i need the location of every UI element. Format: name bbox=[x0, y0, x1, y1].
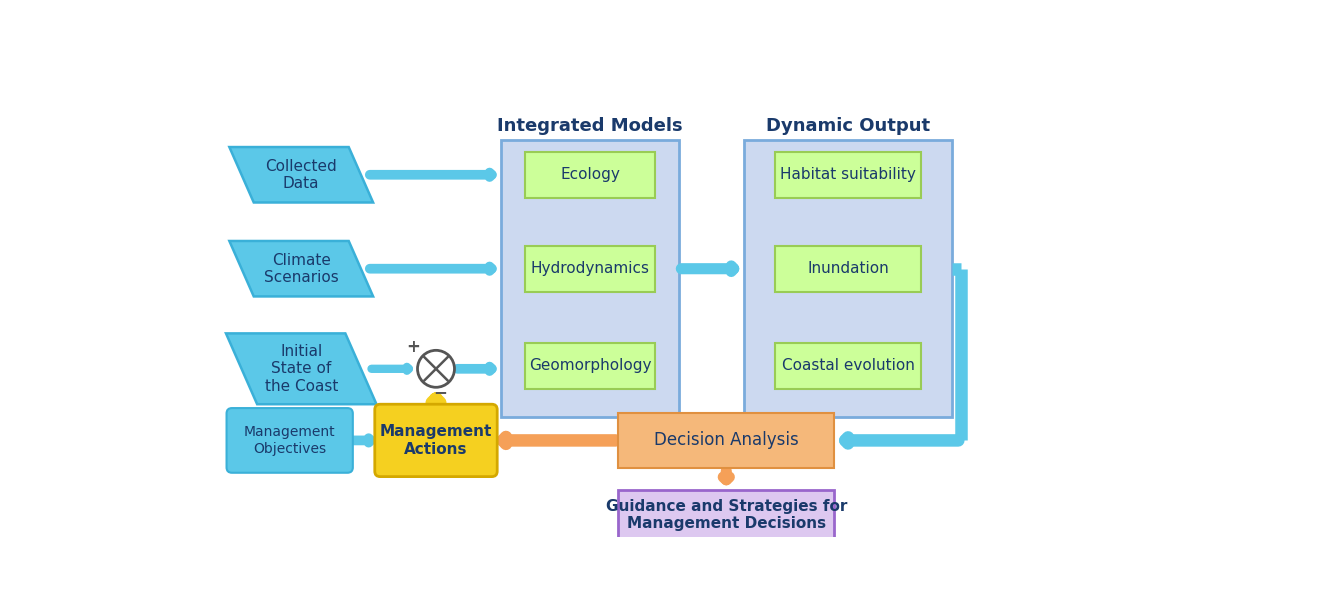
Polygon shape bbox=[230, 147, 373, 203]
Text: Dynamic Output: Dynamic Output bbox=[766, 117, 930, 134]
Text: Integrated Models: Integrated Models bbox=[497, 117, 683, 134]
Text: Management
Actions: Management Actions bbox=[379, 425, 492, 456]
Text: Guidance and Strategies for
Management Decisions: Guidance and Strategies for Management D… bbox=[605, 499, 847, 531]
Text: Coastal evolution: Coastal evolution bbox=[782, 358, 914, 373]
Text: Climate
Scenarios: Climate Scenarios bbox=[265, 253, 338, 285]
Text: −: − bbox=[434, 383, 448, 401]
FancyBboxPatch shape bbox=[775, 245, 921, 292]
Polygon shape bbox=[226, 333, 377, 404]
FancyBboxPatch shape bbox=[375, 404, 497, 476]
Text: Habitat suitability: Habitat suitability bbox=[780, 167, 916, 182]
Text: Hydrodynamics: Hydrodynamics bbox=[530, 261, 649, 276]
Text: Ecology: Ecology bbox=[560, 167, 620, 182]
FancyBboxPatch shape bbox=[501, 140, 679, 417]
FancyBboxPatch shape bbox=[619, 412, 834, 468]
Circle shape bbox=[418, 350, 454, 387]
FancyBboxPatch shape bbox=[525, 343, 656, 389]
Text: Inundation: Inundation bbox=[807, 261, 888, 276]
FancyBboxPatch shape bbox=[227, 408, 353, 473]
Text: Geomorphology: Geomorphology bbox=[529, 358, 651, 373]
Text: Initial
State of
the Coast: Initial State of the Coast bbox=[265, 344, 338, 394]
Text: Management
Objectives: Management Objectives bbox=[244, 425, 335, 455]
Text: +: + bbox=[406, 338, 420, 356]
Text: Decision Analysis: Decision Analysis bbox=[653, 431, 799, 449]
FancyBboxPatch shape bbox=[619, 490, 834, 540]
FancyBboxPatch shape bbox=[744, 140, 951, 417]
FancyBboxPatch shape bbox=[525, 245, 656, 292]
Polygon shape bbox=[230, 241, 373, 297]
FancyBboxPatch shape bbox=[775, 152, 921, 198]
FancyBboxPatch shape bbox=[525, 152, 656, 198]
Text: Collected
Data: Collected Data bbox=[266, 159, 337, 191]
FancyBboxPatch shape bbox=[775, 343, 921, 389]
